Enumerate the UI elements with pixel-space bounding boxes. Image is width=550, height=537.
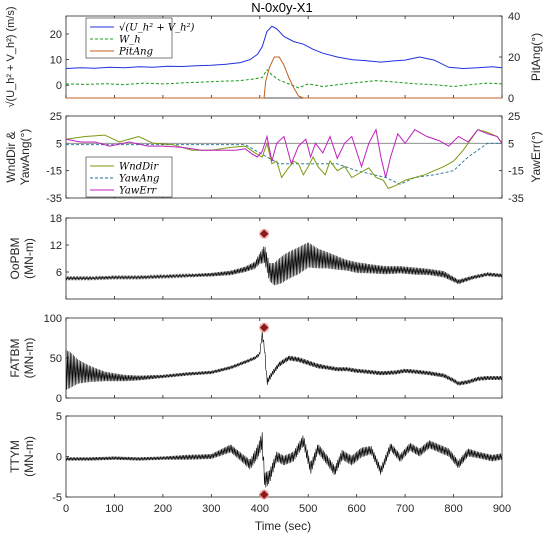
y-tick-label-left: 18 (50, 213, 62, 225)
peak-marker (259, 323, 269, 332)
x-tick-label: 600 (347, 503, 365, 515)
y-tick-label-right: -35 (508, 193, 524, 205)
y-tick-label-left: 20 (50, 29, 62, 41)
legend-label: YawAng (119, 174, 159, 185)
series-yawerr (65, 128, 503, 178)
legend-label: W_h (119, 35, 141, 46)
y-tick-label-left: 50 (50, 353, 62, 365)
plot-frame-fatbm (65, 317, 503, 399)
y-tick-label-left: 0 (56, 80, 62, 92)
y-tick-label-left: 0 (56, 393, 62, 405)
y-tick-label-left: 5 (56, 411, 62, 423)
y-tick-label-right: 0 (508, 93, 514, 105)
y-tick-label-right: -15 (508, 166, 524, 178)
legend-label: √(U_h² + V_h²) (119, 23, 195, 34)
x-tick-label: 200 (154, 503, 172, 515)
y-axis-label-yawerr: YawErr(°) (529, 131, 543, 182)
figure-title: N-0x0y-X1 (251, 0, 312, 15)
y-axis-label-wind: √(U_h² + V_h²) (m/s) (5, 6, 17, 107)
x-tick-label: 100 (105, 503, 123, 515)
y-axis-label-fatbm: FATBM(MN-m) (8, 338, 36, 379)
series-wind-speed (65, 25, 503, 70)
y-tick-label-left: 5 (56, 138, 62, 150)
y-tick-label-left: -35 (46, 193, 62, 205)
y-tick-label-right: 25 (508, 111, 520, 123)
x-tick-label: 800 (444, 503, 462, 515)
series-yawang (66, 142, 502, 185)
y-tick-label-right: 5 (508, 138, 514, 150)
series-fatbm (65, 331, 503, 390)
plot-frame-yaw (65, 115, 503, 199)
series-oopbm (65, 242, 503, 286)
y-tick-label-left: 25 (50, 111, 62, 123)
peak-marker (259, 490, 269, 499)
x-tick-label: 900 (493, 503, 511, 515)
peak-marker (259, 229, 269, 238)
y-axis-label-ttym: TTYM(MN-m) (8, 436, 36, 477)
y-tick-label-left: -5 (52, 492, 62, 504)
x-tick-label: 0 (63, 503, 69, 515)
legend-label: YawErr (119, 186, 157, 197)
legend-label: PitAng (118, 47, 153, 58)
legend-label: WndDir (119, 162, 159, 173)
x-tick-label: 500 (299, 503, 317, 515)
x-tick-label: 400 (251, 503, 269, 515)
x-tick-label: 300 (202, 503, 220, 515)
y-tick-label-right: 20 (508, 52, 520, 64)
y-tick-label-left: 12 (50, 240, 62, 252)
series-pitang (66, 56, 502, 99)
series-ttym (65, 432, 503, 488)
y-tick-label-left: 100 (44, 313, 62, 325)
y-axis-label-oopbm: OoPBM(MN-m) (8, 237, 36, 279)
x-axis-label: Time (sec) (255, 519, 311, 533)
x-tick-label: 700 (396, 503, 414, 515)
y-tick-label-left: 10 (50, 55, 62, 67)
y-tick-label-left: 6 (56, 267, 62, 279)
series-wh (65, 68, 503, 89)
y-tick-label-right: 40 (508, 11, 520, 23)
y-axis-label-pitch: PitAng(°) (529, 33, 543, 81)
y-tick-label-left: 0 (56, 452, 62, 464)
y-axis-label-yaw: WndDir &YawAng(°) (4, 129, 32, 186)
y-tick-label-left: -15 (46, 166, 62, 178)
plot-frame-oopbm (65, 217, 503, 300)
